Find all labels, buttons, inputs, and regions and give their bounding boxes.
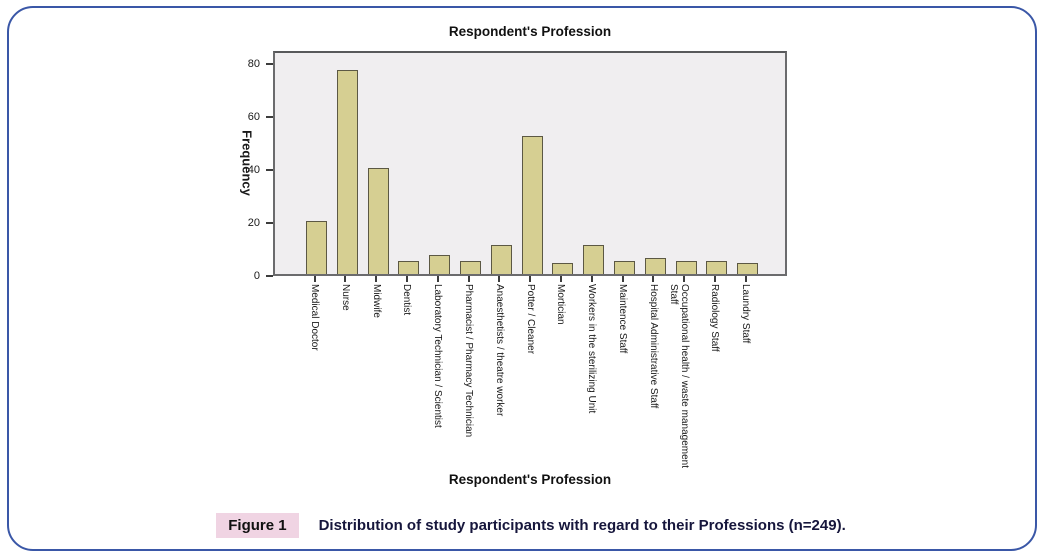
y-tick-label: 80: [247, 58, 260, 71]
x-tick-label: Hospital Administrative Staff: [647, 284, 659, 409]
y-tick-mark: [266, 275, 273, 277]
bar: [675, 260, 697, 274]
x-tick-label: Laundry Staff: [740, 284, 752, 344]
figure-number-label: Figure 1: [216, 513, 299, 538]
bar: [336, 70, 358, 274]
bar: [429, 255, 451, 274]
x-tick-mark: [498, 276, 501, 282]
x-tick-label: Laboratory Technician / Scientist: [432, 284, 444, 428]
x-tick-mark: [744, 276, 747, 282]
x-tick-label: Medical Doctor: [309, 284, 320, 351]
x-tick-mark: [313, 276, 316, 282]
bar: [644, 258, 666, 274]
x-tick-mark: [344, 276, 347, 282]
bar: [367, 168, 389, 274]
x-tick-mark: [467, 276, 470, 282]
y-tick-mark: [266, 222, 273, 225]
plot-area: [273, 51, 787, 276]
x-tick-label: Occupational health / waste management S…: [667, 284, 690, 468]
figure-caption-text: Distribution of study participants with …: [318, 517, 846, 534]
y-tick-label: 0: [253, 270, 260, 282]
y-tick-label: 20: [247, 217, 260, 230]
bar: [583, 244, 605, 274]
x-axis: Medical Doctor Nurse Midwife Dentist Laborat…: [273, 276, 787, 476]
x-tick-label: Dentist: [401, 284, 413, 316]
figure-frame: Respondent's Profession Frequency 0 20 40 6…: [7, 6, 1037, 551]
x-tick-mark: [713, 276, 716, 282]
y-tick-mark: [266, 169, 273, 172]
x-tick-label: Mortician: [555, 284, 567, 325]
x-tick-label: Potter / Cleaner: [524, 284, 536, 355]
x-tick-mark: [436, 276, 439, 282]
x-tick-mark: [590, 276, 593, 282]
bar: [706, 260, 728, 274]
x-axis-title: Respondent's Profession: [448, 472, 612, 487]
y-tick-mark: [266, 63, 273, 66]
x-tick-mark: [405, 276, 408, 282]
chart-title: Respondent's Profession: [448, 24, 612, 39]
x-tick-mark: [375, 276, 378, 282]
bar: [737, 263, 759, 274]
bar: [306, 221, 327, 274]
bar: [614, 260, 635, 274]
x-tick-mark: [652, 276, 655, 282]
bar: [398, 260, 420, 274]
y-tick-label: 60: [247, 111, 260, 124]
bar: [460, 260, 481, 274]
y-axis: 0 20 40 60 80: [231, 51, 273, 282]
x-tick-label: Radiology Staff: [709, 284, 721, 352]
x-tick-label: Maintence Staff: [617, 284, 628, 354]
x-tick-label: Nurse: [339, 284, 351, 311]
x-tick-mark: [621, 276, 624, 282]
bar: [521, 136, 543, 274]
y-tick-label: 40: [247, 164, 260, 177]
x-tick-mark: [683, 276, 686, 282]
x-tick-label: Anaesthetists / theatre worker: [493, 284, 505, 417]
figure-caption: Figure 1 Distribution of study participa…: [9, 513, 1044, 538]
x-tick-mark: [529, 276, 532, 282]
x-tick-label: Midwife: [370, 284, 382, 318]
y-tick-mark: [266, 116, 273, 119]
x-tick-label: Pharmacist / Pharmacy Technician: [463, 284, 474, 438]
x-tick-mark: [559, 276, 562, 282]
x-tick-label: Workers in the sterilizing Unit: [586, 284, 598, 414]
bar: [490, 244, 512, 274]
bar: [552, 263, 574, 274]
